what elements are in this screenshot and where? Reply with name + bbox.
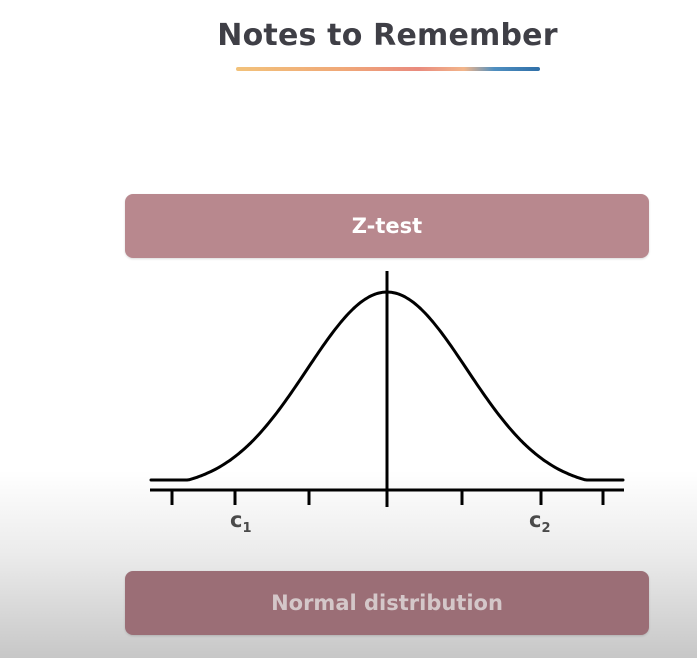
page-title: Notes to Remember [217,18,558,53]
normal-distribution-label: Normal distribution [271,591,503,615]
normal-distribution-banner: Normal distribution [125,571,649,635]
z-test-banner: Z-test [125,194,649,258]
tick-label-c1: c1 [230,508,252,536]
tick-label-c2: c2 [529,508,551,536]
title-underline [236,67,540,71]
z-test-label: Z-test [351,214,423,238]
